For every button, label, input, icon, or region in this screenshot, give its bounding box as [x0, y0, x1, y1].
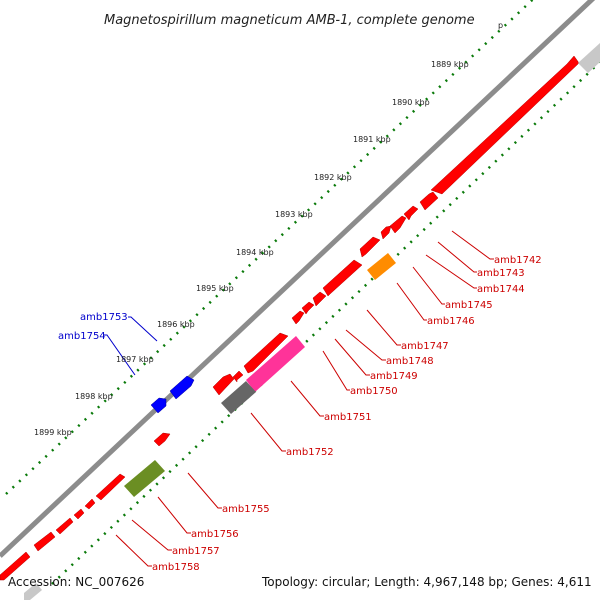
gene-arrow: [232, 370, 244, 383]
leader-line: [128, 316, 158, 342]
gene-label-amb1754: amb1754: [58, 331, 106, 342]
scale-label: 1891 kbp: [353, 135, 391, 144]
leader-line: [322, 350, 350, 391]
scale-label: 1890 kbp: [392, 98, 430, 107]
reverse-gene-labels: amb1753 amb1754: [58, 312, 128, 342]
gene-label-amb1742: amb1742: [494, 255, 542, 266]
gene-arrow: [73, 508, 85, 520]
forward-leader-lines: [115, 230, 494, 567]
scale-label: 1897 kbp: [116, 355, 154, 364]
scale-label: 1892 kbp: [314, 173, 352, 182]
leader-line: [451, 230, 494, 260]
accession-text: Accession: NC_007626: [8, 575, 144, 589]
gene-label-amb1744: amb1744: [477, 284, 525, 295]
leader-line: [290, 380, 324, 417]
gene-label-amb1745: amb1745: [445, 300, 493, 311]
gene-arrow: [380, 225, 392, 240]
gene-arrow: [212, 373, 235, 396]
scale-label: 1894 kbp: [236, 248, 274, 257]
scale-label: 1898 kbp: [75, 392, 113, 401]
leader-line: [187, 472, 222, 509]
gene-arrow: [322, 259, 363, 297]
inner-scale-ticks: [51, 61, 600, 585]
leader-line: [366, 309, 401, 346]
map-title: Magnetospirillum magneticum AMB-1, compl…: [104, 13, 475, 28]
gene-arrow: [419, 191, 439, 211]
gene-arrow: [291, 310, 305, 325]
topology-text: Topology: circular; Length: 4,967,148 bp…: [261, 575, 592, 589]
gene-amb1751-block: [246, 336, 305, 392]
gene-arrow: [359, 236, 381, 258]
partial-label: p: [498, 21, 503, 30]
gene-label-amb1751: amb1751: [324, 412, 372, 423]
gene-amb1754-arrow: [150, 397, 167, 414]
partial-gene-block-bottom: [24, 583, 42, 600]
gene-label-amb1746: amb1746: [427, 316, 475, 327]
gene-label-amb1757: amb1757: [172, 546, 220, 557]
gene-arrow: [312, 291, 327, 307]
leader-line: [157, 496, 191, 534]
gene-label-amb1755: amb1755: [222, 504, 270, 515]
gene-amb1752-block: [221, 381, 256, 414]
gene-label-amb1749: amb1749: [370, 371, 418, 382]
gene-arrow: [243, 332, 289, 374]
gene-amb1756-block: [124, 460, 165, 497]
forward-strand-genes: [0, 55, 580, 581]
gene-arrow: [153, 432, 171, 447]
gene-label-amb1743: amb1743: [477, 268, 525, 279]
scale-label: 1899 kbp: [34, 428, 72, 437]
scale-label: 1889 kbp: [431, 60, 469, 69]
gene-arrow: [84, 498, 96, 510]
leader-line: [131, 519, 172, 551]
gene-arrow: [33, 531, 56, 552]
gene-arrow: [95, 473, 126, 501]
leader-line: [334, 338, 370, 376]
scale-labels: 1889 kbp 1890 kbp 1891 kbp 1892 kbp 1893…: [34, 60, 469, 437]
outer-scale-ticks: [5, 0, 535, 495]
scale-label: 1896 kbp: [157, 320, 195, 329]
gene-arrow: [389, 215, 407, 234]
reverse-leader-lines: [104, 316, 158, 376]
leader-line: [250, 412, 286, 452]
gene-label-amb1747: amb1747: [401, 341, 449, 352]
leader-line: [412, 266, 445, 305]
gene-amb1753-arrow: [169, 375, 195, 400]
leader-line: [437, 241, 477, 273]
gene-label-amb1752: amb1752: [286, 447, 334, 458]
gene-arrow: [430, 55, 580, 195]
leader-line: [104, 334, 136, 376]
gene-label-amb1748: amb1748: [386, 356, 434, 367]
leader-line: [345, 329, 386, 361]
gene-arrow: [55, 517, 74, 535]
gene-arrow: [0, 551, 31, 581]
forward-gene-labels: amb1742 amb1743 amb1744 amb1745 amb1746 …: [152, 255, 542, 573]
gene-amb1746-block: [367, 253, 396, 280]
scale-label: 1895 kbp: [196, 284, 234, 293]
scale-label: 1893 kbp: [275, 210, 313, 219]
leader-line: [115, 534, 152, 567]
gene-arrow: [301, 301, 315, 315]
genome-backbone: [0, 0, 596, 558]
leader-line: [396, 282, 427, 321]
gene-arrow: [403, 205, 419, 221]
gene-label-amb1758: amb1758: [152, 562, 200, 573]
gene-label-amb1756: amb1756: [191, 529, 239, 540]
gene-label-amb1753: amb1753: [80, 312, 128, 323]
leader-line: [425, 254, 477, 289]
partial-gene-block-top: [578, 43, 600, 73]
gene-label-amb1750: amb1750: [350, 386, 398, 397]
